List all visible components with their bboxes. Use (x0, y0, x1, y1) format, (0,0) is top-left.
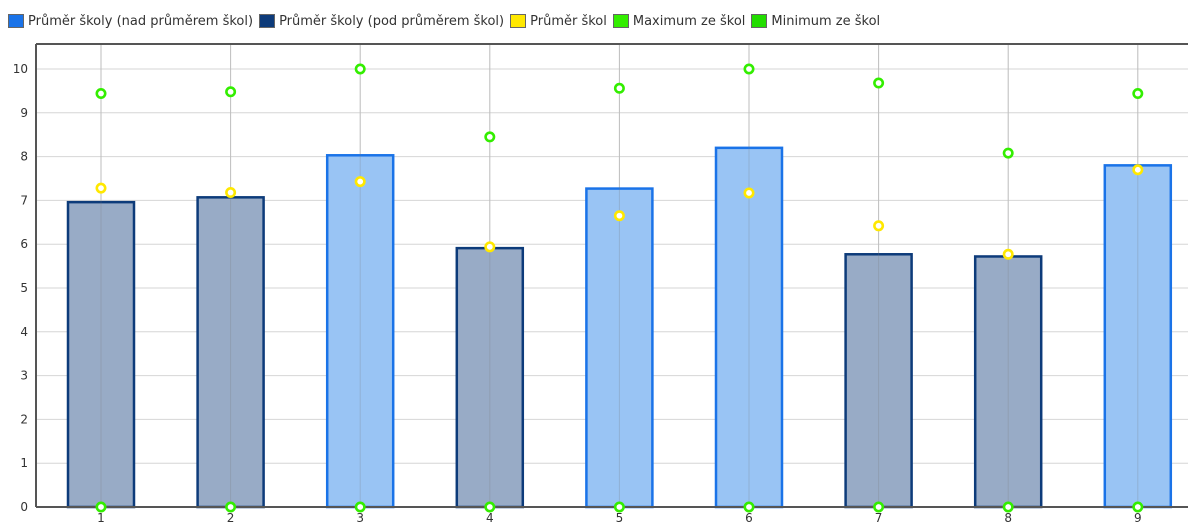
legend-swatch (8, 14, 24, 28)
legend-label: Maximum ze škol (632, 13, 746, 29)
y-tick-label: 2 (20, 412, 28, 426)
minimum-point (873, 501, 885, 513)
y-tick-label: 5 (20, 281, 28, 295)
y-tick-label: 3 (20, 369, 28, 383)
x-tick-label: 1 (97, 511, 105, 525)
legend-item[interactable]: Průměr školy (nad průměrem škol) (8, 14, 253, 29)
minimum-point (95, 501, 107, 513)
average-point (1002, 248, 1014, 260)
minimum-point (1132, 501, 1144, 513)
x-tick-label: 2 (227, 511, 235, 525)
legend-label: Průměr škol (530, 13, 607, 29)
legend-label: Průměr školy (pod průměrem škol) (279, 13, 505, 29)
y-tick-label: 10 (13, 62, 28, 76)
average-point (354, 176, 366, 188)
minimum-point (1002, 501, 1014, 513)
bar-above-average (1103, 164, 1173, 509)
bar-above-average (585, 187, 654, 509)
minimum-point (225, 501, 237, 513)
maximum-point (1132, 88, 1144, 100)
average-point (1132, 164, 1144, 176)
maximum-point (1002, 147, 1014, 159)
minimum-point (743, 501, 755, 513)
y-tick-label: 7 (20, 193, 28, 207)
maximum-point (95, 88, 107, 100)
x-tick-label: 3 (356, 511, 364, 525)
legend-label: Minimum ze škol (771, 13, 881, 29)
x-tick-label: 8 (1004, 511, 1012, 525)
y-tick-label: 4 (20, 325, 28, 339)
average-point (484, 241, 496, 253)
legend-item[interactable]: Průměr škol (510, 14, 607, 29)
bar-below-average (844, 253, 913, 509)
maximum-point (743, 63, 755, 75)
x-tick-label: 9 (1134, 511, 1142, 525)
x-tick-label: 5 (616, 511, 624, 525)
average-point (613, 210, 625, 222)
maximum-point (873, 77, 885, 89)
minimum-point (613, 501, 625, 513)
legend-swatch (259, 14, 276, 28)
legend-swatch (510, 14, 527, 28)
legend-item[interactable]: Průměr školy (pod průměrem škol) (259, 14, 504, 29)
y-tick-label: 6 (20, 237, 28, 251)
chart-legend: Průměr školy (nad průměrem škol) Průměr š… (8, 9, 886, 33)
legend-item[interactable]: Maximum ze škol (612, 13, 746, 29)
legend-item[interactable]: Minimum ze škol (751, 14, 880, 29)
average-point (873, 220, 885, 232)
bar-above-average (325, 154, 395, 509)
bar-below-average (973, 255, 1043, 509)
legend-swatch (751, 14, 768, 28)
legend-label: Průměr školy (nad průměrem škol) (28, 13, 254, 29)
x-tick-label: 7 (875, 511, 883, 525)
minimum-point (484, 501, 496, 513)
maximum-point (225, 86, 237, 98)
x-tick-label: 4 (486, 511, 494, 525)
bar-below-average (196, 196, 265, 509)
average-point (743, 187, 755, 199)
average-point (225, 187, 237, 199)
y-tick-label: 0 (20, 500, 28, 514)
maximum-point (484, 131, 496, 143)
x-tick-label: 6 (745, 511, 753, 525)
maximum-point (613, 82, 625, 94)
minimum-point (354, 501, 366, 513)
bar-above-average (714, 146, 784, 509)
y-tick-label: 8 (20, 150, 28, 164)
maximum-point (354, 63, 366, 75)
y-tick-label: 9 (20, 106, 28, 120)
y-tick-label: 1 (20, 456, 28, 470)
average-point (95, 182, 107, 194)
legend-swatch (612, 14, 629, 28)
